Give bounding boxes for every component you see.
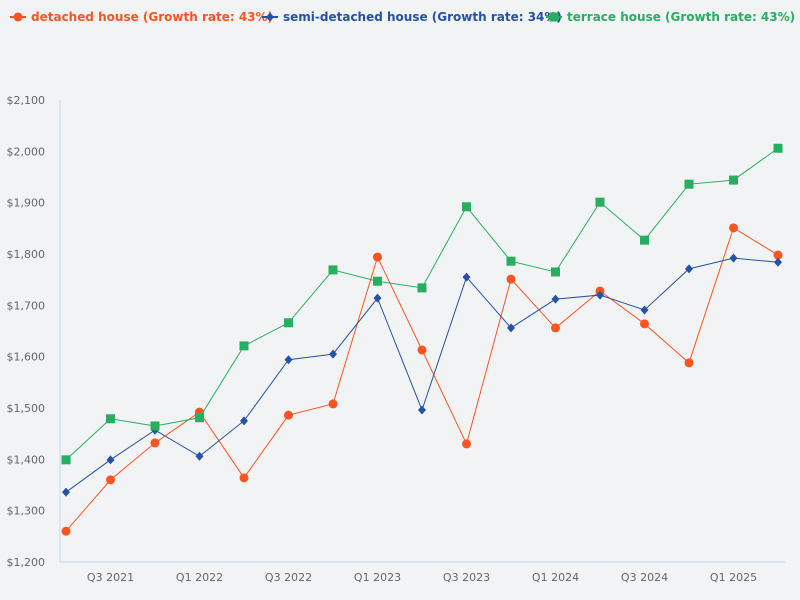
data-point (373, 276, 382, 286)
data-point (640, 235, 649, 245)
data-point (773, 250, 783, 260)
data-point (729, 223, 738, 233)
data-point (106, 414, 115, 424)
legend-label: semi-detached house (Growth rate: 34%) (283, 10, 562, 24)
data-point (195, 413, 204, 423)
y-tick-label: $2,100 (7, 94, 46, 107)
data-point (773, 143, 783, 153)
data-point (462, 439, 471, 449)
data-point (729, 253, 738, 263)
data-point (417, 283, 427, 293)
data-point (61, 455, 71, 465)
x-tick-label: Q3 2021 (87, 571, 134, 584)
x-tick-label: Q1 2024 (532, 571, 579, 584)
legend-item[interactable]: terrace house (Growth rate: 43%) (546, 10, 795, 24)
data-point (195, 451, 204, 461)
series-line (65, 257, 779, 493)
x-tick-label: Q3 2024 (621, 571, 668, 584)
data-point (595, 197, 605, 207)
data-point (284, 410, 293, 420)
data-point (373, 293, 382, 303)
x-tick-label: Q3 2022 (265, 571, 312, 584)
data-point (284, 355, 293, 365)
series-2 (61, 143, 783, 465)
data-point (62, 487, 70, 497)
legend-item[interactable]: detached house (Growth rate: 43%) (10, 10, 273, 24)
x-tick-label: Q1 2025 (710, 571, 757, 584)
y-tick-label: $2,000 (7, 145, 46, 158)
data-point (239, 473, 249, 483)
data-point (551, 294, 560, 304)
series-1 (62, 253, 782, 497)
legend-item[interactable]: semi-detached house (Growth rate: 34%) (262, 10, 562, 24)
data-point (284, 318, 293, 328)
data-point (106, 455, 115, 465)
data-point (462, 202, 471, 212)
data-point (150, 438, 160, 448)
legend: detached house (Growth rate: 43%) semi-de… (0, 8, 800, 28)
legend-marker (13, 12, 23, 22)
data-point (596, 290, 604, 300)
data-point (640, 305, 649, 315)
y-tick-label: $1,500 (7, 402, 46, 415)
y-tick-label: $1,600 (7, 351, 46, 364)
data-point (239, 341, 249, 351)
legend-marker (266, 12, 274, 22)
series-line (65, 227, 779, 532)
data-point (106, 475, 115, 485)
legend-label: detached house (Growth rate: 43%) (31, 10, 274, 24)
x-tick-label: Q1 2022 (176, 571, 223, 584)
circle-marker-icon (10, 12, 26, 22)
data-point (328, 399, 338, 409)
x-tick-label: Q3 2023 (443, 571, 490, 584)
data-point (506, 256, 516, 266)
data-point (328, 265, 338, 275)
data-point (685, 264, 693, 274)
y-tick-label: $1,800 (7, 248, 46, 261)
y-tick-label: $1,300 (7, 505, 46, 518)
square-marker-icon (546, 12, 562, 22)
y-tick-label: $1,400 (7, 453, 46, 466)
y-tick-label: $1,700 (7, 299, 46, 312)
y-tick-label: $1,900 (7, 197, 46, 210)
data-point (417, 345, 427, 355)
data-point (150, 421, 160, 431)
data-point (774, 257, 782, 267)
data-point (418, 405, 426, 415)
data-point (729, 175, 738, 185)
data-point (240, 416, 248, 426)
data-point (640, 319, 649, 329)
data-point (684, 358, 694, 368)
data-point (551, 267, 560, 277)
data-point (684, 179, 694, 189)
legend-label: terrace house (Growth rate: 43%) (567, 10, 796, 24)
data-point (507, 323, 515, 333)
data-point (462, 272, 471, 282)
series-0 (61, 223, 783, 536)
data-point (61, 526, 71, 536)
data-point (373, 252, 382, 262)
x-tick-label: Q1 2023 (354, 571, 401, 584)
data-point (506, 274, 516, 284)
diamond-marker-icon (262, 12, 278, 22)
legend-marker (549, 12, 559, 22)
y-tick-label: $1,200 (7, 556, 46, 569)
data-point (329, 349, 337, 359)
data-point (551, 323, 560, 333)
